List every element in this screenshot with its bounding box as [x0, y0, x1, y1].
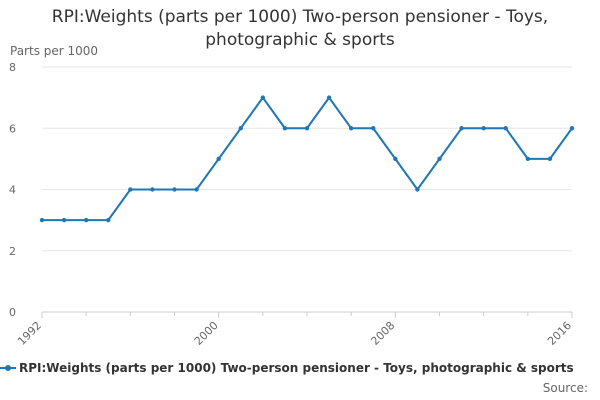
x-tick-label: 2016 — [545, 319, 574, 348]
data-point[interactable] — [503, 126, 508, 131]
data-point[interactable] — [128, 187, 133, 192]
data-point[interactable] — [459, 126, 464, 131]
y-tick-label: 6 — [9, 122, 16, 135]
data-point[interactable] — [326, 95, 332, 100]
source-label: Source: — [542, 381, 588, 395]
data-point[interactable] — [415, 187, 420, 192]
x-axis: 1992 2000 2008 2016 — [15, 311, 574, 348]
data-point[interactable] — [260, 95, 266, 100]
data-point[interactable] — [371, 126, 376, 131]
y-tick-label: 0 — [9, 306, 16, 319]
data-point[interactable] — [61, 217, 67, 223]
y-axis-ticks: 0 2 4 6 8 — [9, 61, 16, 319]
data-point[interactable] — [172, 187, 177, 192]
data-point[interactable] — [216, 156, 221, 162]
data-point[interactable] — [83, 217, 89, 223]
data-point[interactable] — [481, 126, 486, 131]
x-tick-label: 1992 — [15, 319, 44, 348]
data-point[interactable] — [547, 156, 553, 162]
data-point[interactable] — [525, 156, 531, 162]
x-tick-label: 2008 — [368, 319, 397, 348]
data-point[interactable] — [238, 126, 243, 131]
x-tick-label: 2000 — [192, 319, 221, 348]
data-point[interactable] — [348, 126, 354, 131]
data-point[interactable] — [304, 126, 310, 131]
gridlines — [42, 66, 572, 252]
data-point[interactable] — [194, 187, 199, 192]
legend-item-label: RPI:Weights (parts per 1000) Two-person … — [19, 361, 574, 375]
series-layer — [39, 95, 575, 223]
data-point[interactable] — [39, 217, 45, 223]
data-point[interactable] — [437, 156, 442, 162]
y-axis-label: Parts per 1000 — [10, 44, 99, 58]
data-point[interactable] — [569, 126, 575, 131]
series-line — [42, 96, 573, 222]
y-tick-label: 2 — [9, 245, 16, 258]
y-tick-label: 8 — [9, 61, 16, 74]
data-point[interactable] — [393, 156, 398, 162]
y-tick-label: 4 — [9, 184, 16, 197]
data-point[interactable] — [150, 187, 155, 192]
legend-marker-icon — [0, 365, 16, 371]
data-point[interactable] — [282, 126, 288, 131]
chart-title: RPI:Weights (parts per 1000) Two-person … — [51, 7, 549, 50]
data-point[interactable] — [106, 217, 111, 223]
